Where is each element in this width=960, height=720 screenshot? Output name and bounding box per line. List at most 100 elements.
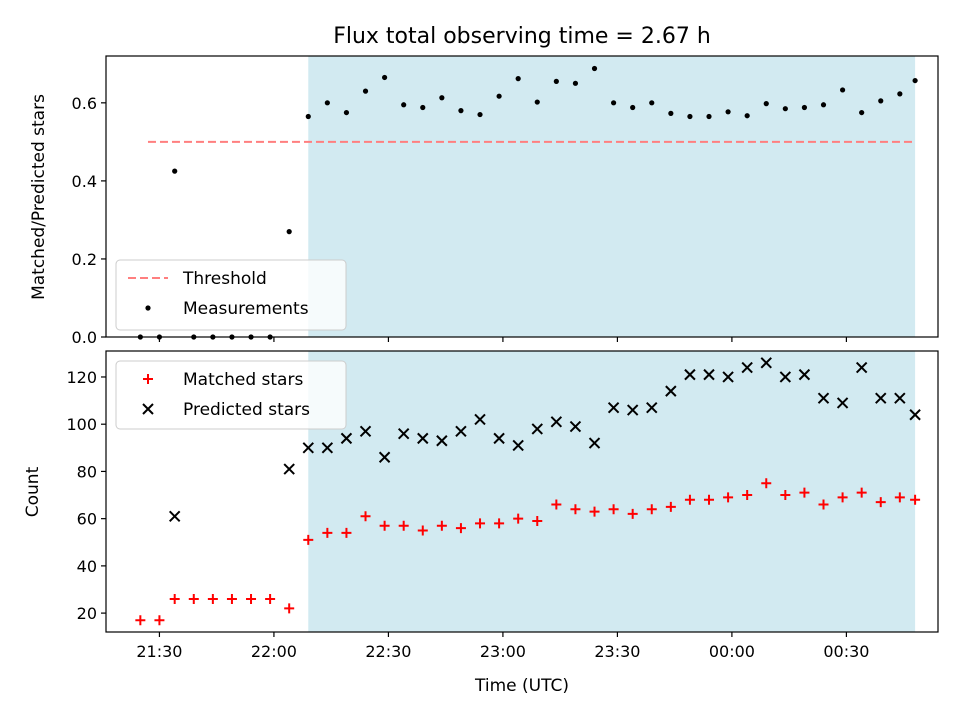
predicted-star-point — [779, 371, 792, 383]
predicted-star-point — [665, 385, 677, 397]
matched-star-point — [551, 499, 562, 510]
matched-star-point — [494, 518, 505, 529]
predicted-star-point — [417, 432, 429, 445]
chart-title: Flux total observing time = 2.67 h — [333, 24, 711, 49]
predicted-star-point — [836, 397, 849, 409]
predicted-star-point — [760, 357, 772, 369]
measurement-point — [286, 229, 292, 235]
legend-label: Measurements — [183, 299, 309, 319]
measurement-point — [649, 100, 655, 106]
x-tick-label: 22:30 — [365, 642, 411, 661]
legend: Matched stars Predicted stars — [115, 360, 347, 430]
matched-star-point — [322, 527, 333, 538]
predicted-star-point — [684, 368, 696, 381]
matched-star-point — [398, 520, 409, 531]
measurement-point — [534, 99, 540, 105]
predicted-star-point — [474, 413, 486, 426]
x-tick-label: 21:30 — [136, 642, 182, 661]
measurement-point — [744, 113, 750, 119]
predicted-star-point — [588, 437, 601, 449]
predicted-star-point — [875, 392, 887, 404]
predicted-star-point — [359, 425, 372, 437]
matched-star-point — [226, 593, 237, 604]
y-tick-label: 0.4 — [72, 172, 97, 191]
y-tick-label: 120 — [66, 368, 97, 387]
matched-star-point — [894, 492, 905, 503]
measurement-point — [496, 93, 502, 99]
measurement-point — [725, 109, 731, 115]
matched-star-point — [799, 487, 810, 498]
measurement-point — [763, 101, 769, 107]
predicted-star-point — [894, 392, 906, 404]
matched-star-point — [169, 593, 180, 604]
matched-star-point — [704, 494, 715, 505]
matched-star-point — [475, 518, 486, 529]
top-panel: 0.0 0.2 0.4 0.6 Threshold Measurements — [72, 55, 939, 347]
measurement-point — [515, 76, 521, 82]
measurement-point — [362, 88, 369, 94]
observing-window-shade — [308, 56, 916, 337]
predicted-star-point — [817, 392, 830, 404]
matched-star-point — [455, 523, 466, 534]
measurement-point — [572, 80, 579, 86]
predicted-star-point — [855, 361, 868, 374]
predicted-star-point — [550, 416, 563, 428]
matched-star-point — [207, 593, 218, 604]
predicted-star-point — [607, 401, 620, 414]
measurement-point — [610, 100, 617, 106]
matched-star-point — [780, 490, 791, 501]
measurement-point — [343, 109, 350, 116]
matched-star-point — [856, 487, 867, 498]
legend-swatch — [142, 403, 154, 415]
measurement-point — [324, 100, 330, 106]
predicted-star-point — [321, 442, 334, 454]
measurement-point — [439, 95, 445, 101]
matched-star-point — [570, 504, 581, 515]
predicted-star-point — [168, 510, 181, 523]
legend-label: Matched stars — [183, 370, 303, 390]
measurement-point — [859, 109, 865, 116]
legend-label: Threshold — [182, 269, 267, 289]
predicted-star-point — [340, 432, 353, 445]
predicted-star-point — [703, 368, 715, 381]
measurement-point — [912, 77, 918, 84]
y-tick-label: 80 — [77, 462, 97, 481]
predicted-star-point — [493, 432, 505, 445]
matched-star-point — [627, 508, 638, 519]
axes-frame — [105, 350, 939, 633]
axes-frame — [105, 55, 939, 338]
predicted-star-point — [626, 404, 639, 416]
matched-star-point — [436, 520, 447, 531]
measurement-point — [420, 104, 426, 111]
x-tick-label: 22:00 — [251, 642, 297, 661]
measurement-point — [477, 111, 483, 118]
matched-star-point — [761, 478, 772, 489]
matched-star-point — [360, 511, 371, 522]
matched-star-point — [303, 534, 314, 545]
x-tick-label: 23:00 — [480, 642, 526, 661]
measurement-point — [839, 87, 846, 93]
y-tick-label: 20 — [77, 604, 97, 623]
measurement-point — [630, 104, 636, 111]
legend-swatch — [145, 305, 151, 311]
predicted-star-point — [569, 420, 582, 433]
predicted-star-point — [378, 451, 391, 463]
top-y-axis-label: Matched/Predicted stars — [29, 94, 49, 300]
matched-star-point — [589, 506, 600, 517]
predicted-star-point — [798, 368, 811, 381]
measurement-point — [172, 168, 178, 174]
predicted-star-point — [455, 425, 467, 437]
bottom-panel: 20 40 60 80 100 120 21:30 22:00 22:30 23:00 23:30 0… — [66, 350, 939, 661]
matched-star-point — [875, 497, 886, 508]
measurement-point — [687, 113, 693, 120]
y-tick-label: 0.2 — [72, 250, 97, 269]
observing-window-shade — [308, 351, 916, 632]
matched-star-point — [154, 615, 165, 626]
measurement-point — [668, 110, 674, 116]
legend-swatch — [143, 374, 153, 384]
measurement-point — [897, 91, 903, 97]
matched-star-point — [910, 494, 921, 505]
measurement-point — [553, 78, 559, 84]
measurement-point — [382, 74, 388, 81]
